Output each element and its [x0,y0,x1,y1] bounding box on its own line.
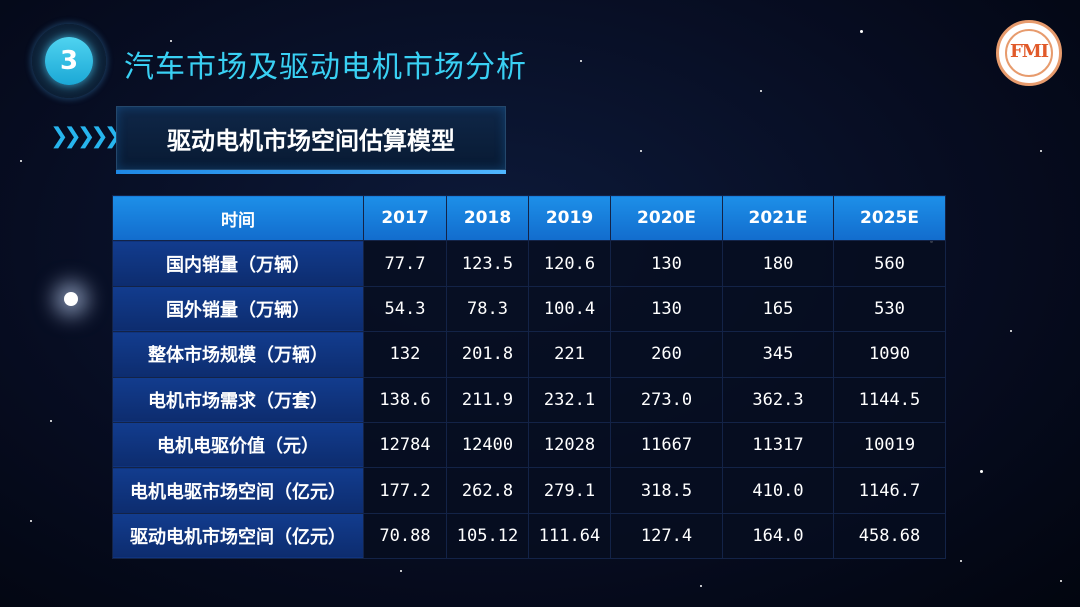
table-cell: 318.5 [610,467,723,514]
table-header-row: 时间 2017 2018 2019 2020E 2021E 2025E [112,194,946,242]
table-cell: 100.4 [528,285,611,333]
table-cell: 177.2 [363,467,447,514]
row-label: 国内销量（万辆） [112,240,364,287]
logo-text: FMI [1009,41,1049,62]
table-cell: 164.0 [722,512,834,560]
table-cell: 221 [528,331,611,378]
subtitle-box: 驱动电机市场空间估算模型 [116,106,506,170]
table-cell: 11317 [722,421,834,469]
table-cell: 458.68 [833,512,946,560]
subtitle-underline [116,170,506,174]
market-estimate-table: 时间 2017 2018 2019 2020E 2021E 2025E 国内销量… [112,194,946,560]
table-cell: 262.8 [446,467,529,514]
table-cell: 10019 [833,421,946,469]
table-row: 电机电驱市场空间（亿元） 177.2 262.8 279.1 318.5 410… [112,467,946,514]
row-label: 驱动电机市场空间（亿元） [112,512,364,560]
table-row: 电机电驱价值（元） 12784 12400 12028 11667 11317 … [112,421,946,469]
section-number: 3 [45,37,93,85]
table-cell: 130 [610,285,723,333]
table-cell: 123.5 [446,240,529,287]
table-cell: 1146.7 [833,467,946,514]
table-row: 电机市场需求（万套） 138.6 211.9 232.1 273.0 362.3… [112,376,946,423]
table-cell: 77.7 [363,240,447,287]
table-row: 国外销量（万辆） 54.3 78.3 100.4 130 165 530 [112,285,946,333]
table-cell: 232.1 [528,376,611,423]
table-cell: 211.9 [446,376,529,423]
header-cell: 2025E [833,194,946,242]
fmi-logo: FMI [996,20,1062,86]
table-cell: 12028 [528,421,611,469]
row-label: 国外销量（万辆） [112,285,364,333]
chevron-right-icon: ❯❯❯❯❯ [50,124,122,149]
table-row: 整体市场规模（万辆） 132 201.8 221 260 345 1090 [112,331,946,378]
row-label: 电机电驱市场空间（亿元） [112,467,364,514]
header-cell: 2021E [722,194,834,242]
table-cell: 410.0 [722,467,834,514]
row-label: 电机电驱价值（元） [112,421,364,469]
header-cell: 时间 [112,194,364,242]
page-title: 汽车市场及驱动电机市场分析 [124,50,527,85]
table-cell: 1090 [833,331,946,378]
table-cell: 70.88 [363,512,447,560]
table-cell: 273.0 [610,376,723,423]
header-cell: 2018 [446,194,529,242]
header-cell: 2019 [528,194,611,242]
section-number-badge: 3 [32,24,106,98]
subtitle-text: 驱动电机市场空间估算模型 [167,126,455,155]
table-cell: 78.3 [446,285,529,333]
table-cell: 130 [610,240,723,287]
table-cell: 127.4 [610,512,723,560]
table-cell: 132 [363,331,447,378]
table-cell: 111.64 [528,512,611,560]
table-row: 国内销量（万辆） 77.7 123.5 120.6 130 180 560 [112,240,946,287]
header-cell: 2020E [610,194,723,242]
table-cell: 54.3 [363,285,447,333]
table-cell: 11667 [610,421,723,469]
table-cell: 560 [833,240,946,287]
table-cell: 1144.5 [833,376,946,423]
table-cell: 201.8 [446,331,529,378]
table-cell: 105.12 [446,512,529,560]
row-label: 整体市场规模（万辆） [112,331,364,378]
table-cell: 530 [833,285,946,333]
table-cell: 180 [722,240,834,287]
header-cell: 2017 [363,194,447,242]
table-row: 驱动电机市场空间（亿元） 70.88 105.12 111.64 127.4 1… [112,512,946,560]
table-cell: 260 [610,331,723,378]
table-cell: 345 [722,331,834,378]
table-cell: 12400 [446,421,529,469]
table-cell: 120.6 [528,240,611,287]
row-label: 电机市场需求（万套） [112,376,364,423]
table-cell: 12784 [363,421,447,469]
table-cell: 165 [722,285,834,333]
table-cell: 279.1 [528,467,611,514]
table-cell: 362.3 [722,376,834,423]
table-cell: 138.6 [363,376,447,423]
